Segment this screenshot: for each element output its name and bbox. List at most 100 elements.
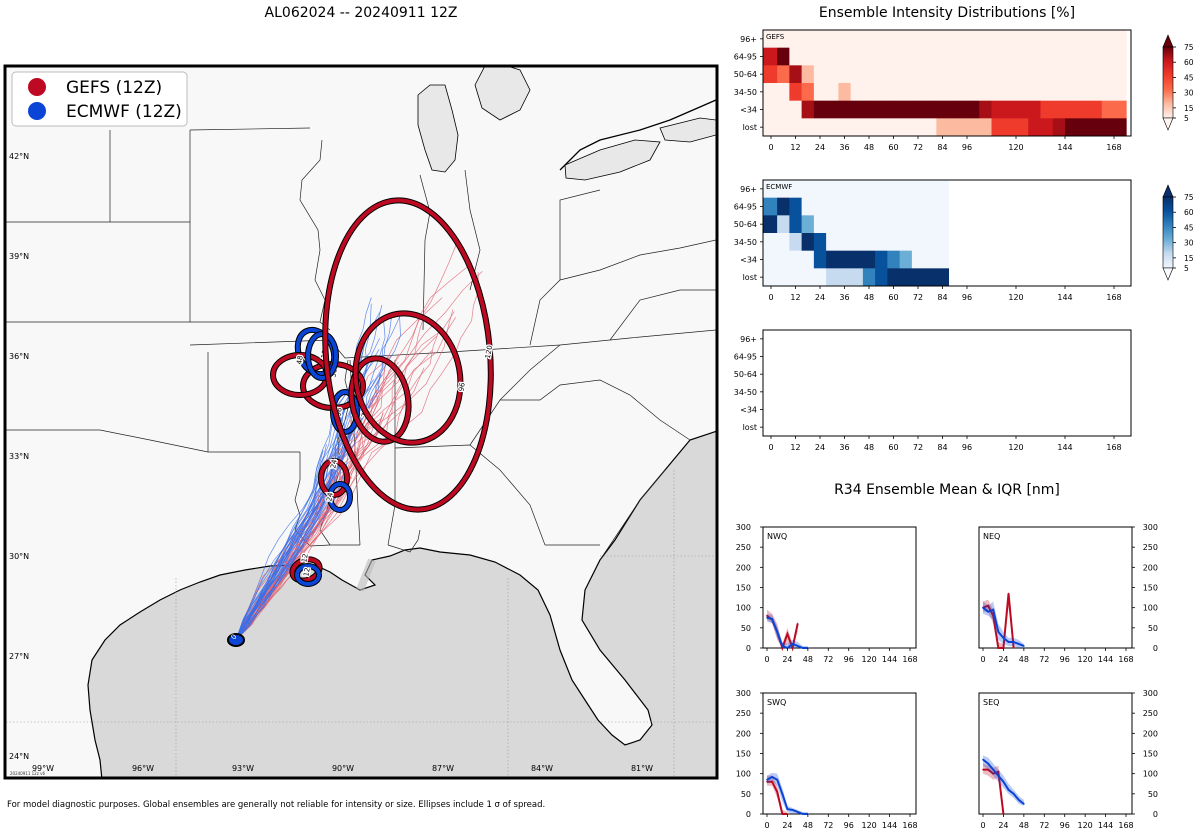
heatmap-cell (850, 233, 864, 252)
ecmwf-track (235, 449, 324, 641)
heatmap-cell (838, 197, 852, 216)
heatmap-cell (948, 118, 962, 137)
heatmap-cell (875, 118, 888, 137)
ecmwf-point (1002, 780, 1005, 783)
colorbar-tick-label: 30 (1184, 89, 1194, 98)
colorbar-tick-label: 15 (1184, 254, 1194, 263)
heatmap-cell (948, 65, 962, 84)
gefs-point (791, 647, 794, 649)
lat-label: 27°N (9, 652, 29, 661)
r34-panel-swq: SWQ 0 24 48 72 96 120 144 168 0 50 100 150 200 250 300 (736, 689, 918, 830)
heatmap-cell (789, 83, 803, 102)
gefs-colorbar: 515 30 45 60 75 (1162, 34, 1194, 131)
x-tick-label: 36 (839, 143, 849, 152)
x-tick-label: 48 (1019, 655, 1029, 664)
colorbar-tick-label: 5 (1184, 114, 1189, 123)
x-tick-label: 24 (815, 293, 825, 302)
y-tick-label: 250 (1143, 543, 1158, 552)
x-tick-label: 144 (1057, 143, 1072, 152)
heatmap-cell (813, 118, 827, 137)
heatmap-cell (924, 47, 937, 66)
x-tick-label: 120 (1008, 143, 1023, 152)
heatmap-cell (862, 180, 876, 199)
x-tick-label: 60 (888, 443, 898, 452)
y-tick-label: 34-50 (734, 238, 757, 247)
heatmap-cell (838, 215, 852, 234)
ecmwf-point (796, 811, 799, 813)
legend-ecmwf-label: ECMWF (12Z) (66, 102, 182, 122)
heatmap-cell (862, 100, 876, 119)
y-tick-label: 200 (1143, 729, 1158, 738)
x-tick-label: 144 (882, 655, 897, 664)
gefs-point (1012, 647, 1015, 649)
heatmap-cell (850, 83, 864, 102)
ecmwf-track (235, 311, 381, 641)
heatmap-cell (826, 250, 839, 269)
heatmap-cell (777, 233, 790, 252)
heatmap-cell (948, 83, 962, 102)
heatmap-cell (826, 233, 839, 252)
gefs-ellipse-hour-label: 12 (300, 553, 309, 563)
y-tick-label: 150 (736, 750, 751, 759)
x-tick-label: 96 (962, 143, 972, 152)
heatmap-cell (826, 180, 839, 199)
heatmap-cell (875, 30, 888, 49)
heatmap-cell (813, 83, 827, 102)
heatmap-cell (887, 65, 901, 84)
gefs-point (766, 614, 768, 617)
x-tick-label: 144 (1057, 443, 1072, 452)
heatmap-cell (1101, 30, 1127, 49)
heatmap-cell (887, 100, 901, 119)
heatmap-cell (789, 233, 803, 252)
map-frame (3, 64, 719, 780)
heatmap-cell (826, 65, 839, 84)
heatmap-cell (887, 83, 901, 102)
ecmwf-colorbar-bottom (1162, 267, 1174, 281)
heatmap-cell (887, 215, 901, 234)
x-tick-label: 84 (937, 143, 947, 152)
lat-label: 33°N (9, 452, 29, 461)
x-tick-label: 72 (823, 655, 833, 664)
heatmap-cell (777, 197, 790, 216)
heatmap-cell (789, 180, 803, 199)
x-tick-label: 60 (888, 143, 898, 152)
x-tick-label: 24 (815, 143, 825, 152)
heatmap-cell (762, 30, 778, 49)
heatmap-cell (777, 100, 790, 119)
heatmap-cell (948, 47, 962, 66)
heatmap-cell (924, 215, 937, 234)
heatmap-cell (789, 65, 803, 84)
heatmap-cell (813, 65, 827, 84)
colorbar-tick-label: 30 (1184, 239, 1194, 248)
x-tick-label: 48 (1019, 821, 1029, 830)
x-tick-label: 168 (1106, 143, 1121, 152)
heatmap-cell (924, 100, 937, 119)
heatmap-cell (911, 215, 925, 234)
heatmap-cell (801, 250, 815, 269)
x-tick-label: 168 (1106, 293, 1121, 302)
heatmap-cell (801, 30, 815, 49)
x-tick-label: 48 (864, 143, 874, 152)
r34-panel-nwq: NWQ 0 24 48 72 96 120 144 168 0 50 100 150 200 250 300 (736, 523, 918, 664)
heatmap-cell (899, 215, 913, 234)
heatmap-cell (924, 233, 937, 252)
heatmap-cell (899, 83, 913, 102)
heatmap-frame (762, 179, 1132, 287)
heatmap-cell (1101, 65, 1127, 84)
heatmap-cell (899, 250, 913, 269)
heatmap-cell (924, 180, 937, 199)
heatmap-cell (936, 47, 950, 66)
heatmap-cell (924, 118, 937, 137)
x-tick-label: 24 (782, 821, 792, 830)
heatmap-cell (789, 250, 803, 269)
lat-label: 24°N (9, 752, 29, 761)
heatmap-cell (789, 100, 803, 119)
y-tick-label: <34 (740, 406, 757, 415)
heatmap-cell (813, 47, 827, 66)
ecmwf-colorbar: 515 30 45 60 75 (1162, 184, 1194, 281)
heatmap-cell (850, 268, 864, 287)
heatmap-cell (862, 268, 876, 287)
heatmap-cell (887, 180, 901, 199)
